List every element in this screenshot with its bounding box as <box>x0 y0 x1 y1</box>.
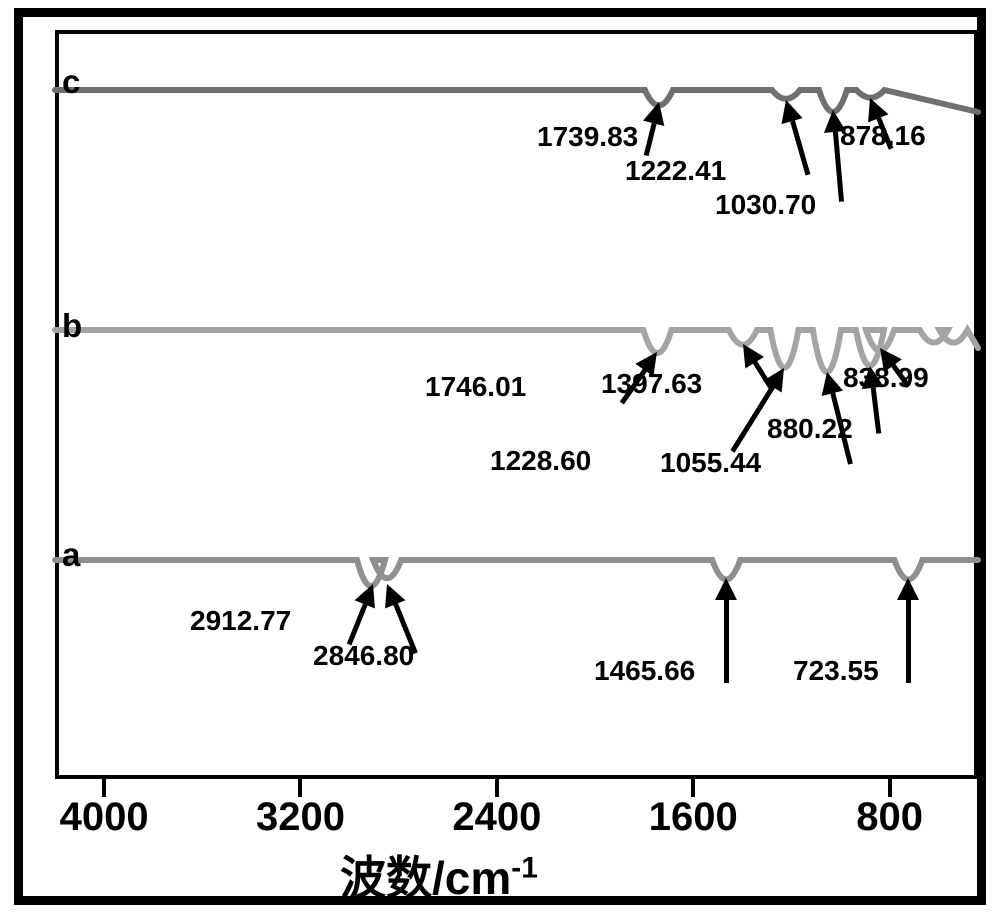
x-axis-title: 波数/cm-1 <box>340 842 538 908</box>
panel-label-b: b <box>62 307 82 345</box>
peak-label: 1222.41 <box>625 155 726 187</box>
x-tick-label: 3200 <box>256 795 345 840</box>
peak-label: 2846.80 <box>313 640 414 672</box>
peak-label: 880.22 <box>767 413 853 445</box>
peak-label: 1055.44 <box>660 447 761 479</box>
peak-label: 723.55 <box>793 655 879 687</box>
peak-label: 2912.77 <box>190 605 291 637</box>
x-tick-label: 4000 <box>60 795 149 840</box>
peak-label: 838.99 <box>843 362 929 394</box>
panel-label-c: c <box>62 63 80 101</box>
x-tick-label: 800 <box>856 795 923 840</box>
x-tick-label: 2400 <box>452 795 541 840</box>
x-tick-label: 1600 <box>649 795 738 840</box>
panel-label-a: a <box>62 536 80 574</box>
peak-label: 878.16 <box>840 120 926 152</box>
peak-label: 1739.83 <box>537 121 638 153</box>
peak-label: 1228.60 <box>490 445 591 477</box>
peak-label: 1030.70 <box>715 189 816 221</box>
peak-label: 1746.01 <box>425 371 526 403</box>
peak-label: 1397.63 <box>601 368 702 400</box>
peak-label: 1465.66 <box>594 655 695 687</box>
